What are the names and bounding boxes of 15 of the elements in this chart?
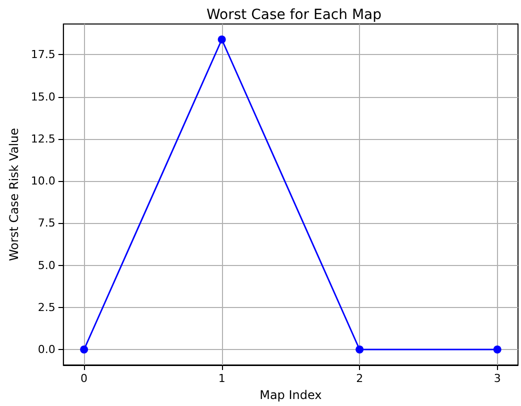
y-tick-label: 7.5 bbox=[38, 216, 56, 230]
x-axis-title: Map Index bbox=[260, 388, 322, 402]
y-tick-label: 12.5 bbox=[30, 132, 56, 146]
y-tick-label: 10.0 bbox=[30, 174, 56, 188]
x-tick-label: 1 bbox=[218, 372, 226, 385]
x-tick-label: 2 bbox=[356, 372, 364, 385]
y-tick-label: 5.0 bbox=[38, 258, 56, 272]
y-axis-title: Worst Case Risk Value bbox=[7, 128, 21, 262]
y-tick-label: 15.0 bbox=[30, 90, 56, 104]
x-tick-label: 0 bbox=[80, 372, 88, 385]
x-tick-label: 3 bbox=[494, 372, 501, 385]
chart-title: Worst Case for Each Map bbox=[206, 7, 382, 23]
y-tick-label: 2.5 bbox=[38, 300, 56, 314]
y-tick-label: 0.0 bbox=[38, 343, 56, 356]
y-tick-label: 17.5 bbox=[30, 48, 56, 62]
